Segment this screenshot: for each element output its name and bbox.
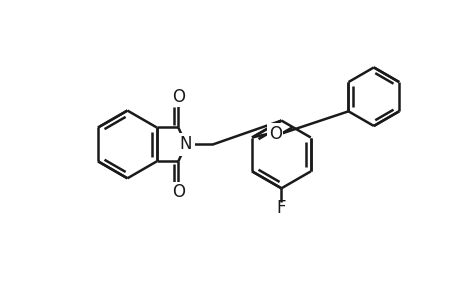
Text: F: F (277, 199, 286, 217)
Text: N: N (180, 136, 192, 153)
Text: O: O (269, 125, 282, 143)
Text: O: O (172, 183, 185, 201)
Text: O: O (172, 88, 185, 106)
